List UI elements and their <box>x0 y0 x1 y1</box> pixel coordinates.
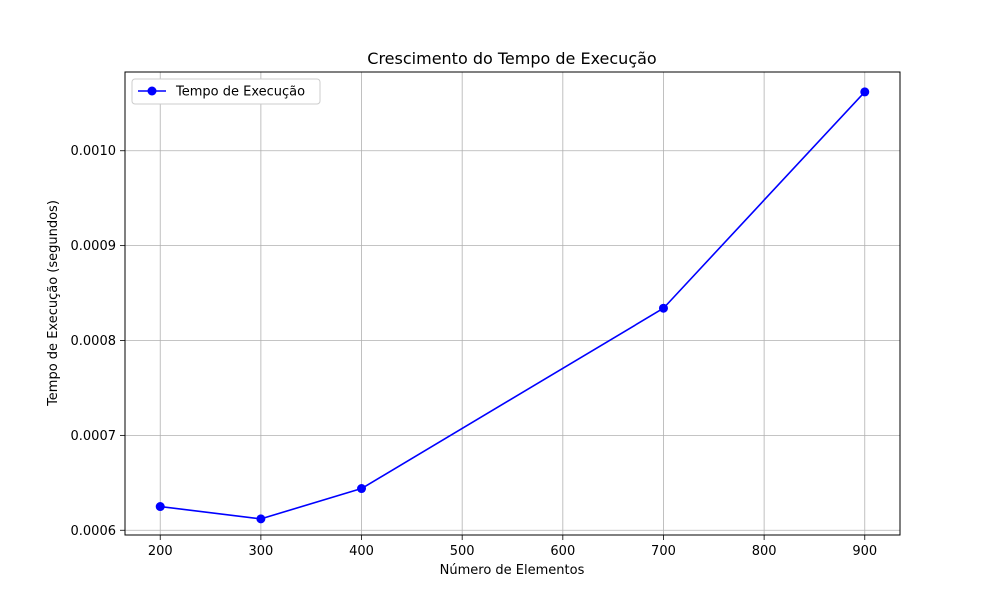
data-point <box>357 484 367 494</box>
grid <box>125 72 900 535</box>
plot-frame <box>124 71 901 536</box>
x-axis-title: Número de Elementos <box>440 563 585 578</box>
x-tick-label: 300 <box>248 544 273 559</box>
x-tick-label: 600 <box>550 544 575 559</box>
legend: Tempo de Execução <box>131 78 321 105</box>
data-point <box>860 87 870 97</box>
x-tick-label: 500 <box>450 544 475 559</box>
x-tick-label: 200 <box>148 544 173 559</box>
y-tick-label: 0.0009 <box>71 239 117 254</box>
y-tick-label: 0.0010 <box>71 144 117 159</box>
y-tick-label: 0.0008 <box>71 334 117 349</box>
legend-label: Tempo de Execução <box>175 85 305 100</box>
x-tick-label: 800 <box>752 544 777 559</box>
chart-title: Crescimento do Tempo de Execução <box>367 49 656 68</box>
legend-marker <box>147 86 157 96</box>
data-point <box>155 502 165 512</box>
data-point <box>658 303 668 313</box>
legend-box <box>131 78 321 105</box>
y-tick-label: 0.0006 <box>71 524 117 539</box>
x-tick-label: 700 <box>651 544 676 559</box>
ticks: 200 300 400 500 600 700 800 900 0.0006 0.0007 0.00… <box>71 144 878 559</box>
series-layer <box>155 87 870 524</box>
y-axis-title: Tempo de Execução (segundos) <box>46 200 61 407</box>
x-tick-label: 900 <box>852 544 877 559</box>
data-point <box>256 514 266 524</box>
y-tick-label: 0.0007 <box>71 429 117 444</box>
plot-area <box>125 72 900 535</box>
x-tick-label: 400 <box>349 544 374 559</box>
